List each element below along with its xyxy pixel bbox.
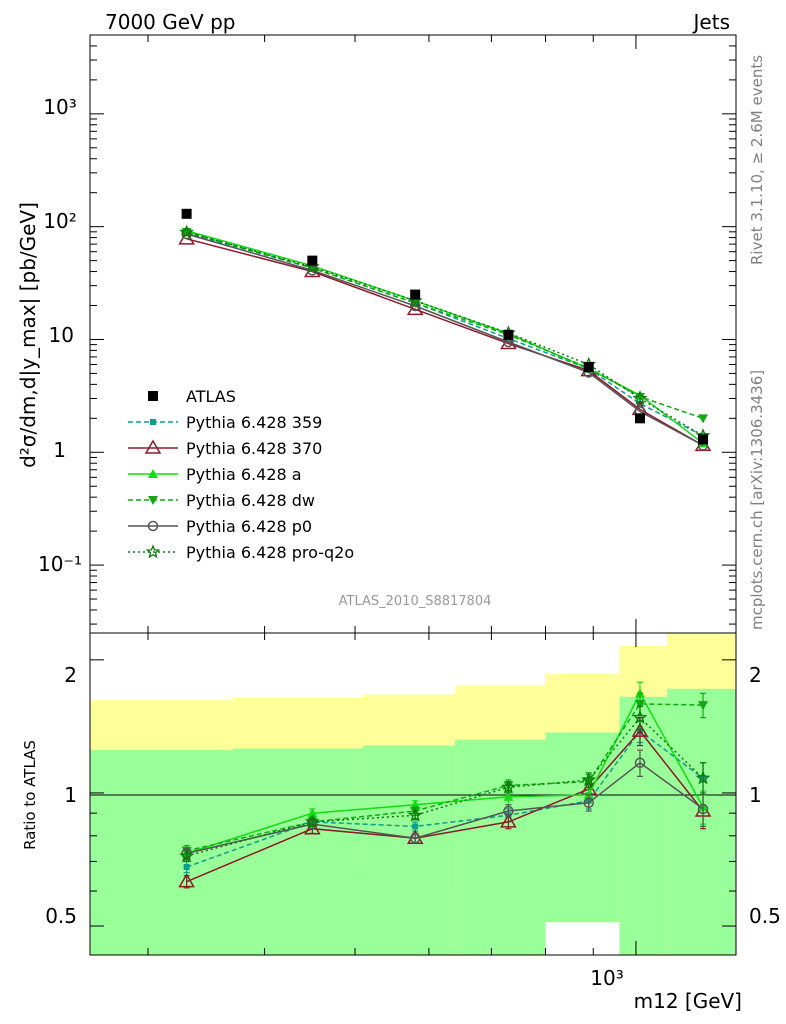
ratio-ytick-label-right: 1 [749, 783, 762, 807]
main-series-line [186, 231, 704, 420]
main-ytick-label: 10³ [43, 95, 76, 119]
mcplots-label: mcplots.cern.ch [arXiv:1306.3436] [748, 370, 766, 630]
atlas-data-point [307, 255, 318, 266]
main-series-line [186, 229, 704, 444]
ratio-series-point [183, 863, 190, 870]
energy-label: 7000 GeV pp [105, 10, 236, 34]
ratio-series-point [412, 823, 419, 830]
ratio-series-point [583, 797, 594, 809]
legend: ATLAS Pythia 6.428 359 Pythia 6.428 370 … [128, 387, 354, 562]
ratio-series-point [634, 699, 645, 709]
main-series-line [186, 233, 704, 447]
ratio-ytick-label-right: 0.5 [749, 904, 781, 928]
legend-label-370: Pythia 6.428 370 [186, 439, 322, 458]
jets-label: Jets [692, 10, 730, 34]
ratio-ytick-label-left: 2 [64, 663, 77, 687]
atlas-data-point [503, 329, 514, 340]
ratio-series [178, 681, 712, 889]
ratio-series-point [503, 791, 514, 801]
main-series-point [632, 390, 648, 405]
legend-label-atlas: ATLAS [186, 387, 236, 406]
ratio-uncertainty-bands [90, 633, 736, 955]
legend-label-a: Pythia 6.428 a [186, 465, 302, 484]
ratio-band-inner [619, 696, 668, 955]
legend-marker [144, 439, 162, 454]
ratio-band-inner [545, 732, 620, 923]
legend-label-359: Pythia 6.428 359 [186, 413, 322, 432]
main-series-point [181, 228, 192, 240]
ratio-series-point [500, 813, 517, 828]
xtick-label: 10³ [590, 966, 623, 990]
legend-marker-atlas [148, 391, 158, 401]
main-series-point [179, 224, 194, 239]
ratio-series-point [634, 757, 646, 769]
ratio-y-ticks [90, 659, 736, 927]
main-series-point [307, 265, 318, 276]
ratio-series-point [409, 832, 421, 844]
ratio-panel-frame [89, 632, 737, 956]
legend-label-p0: Pythia 6.428 p0 [186, 517, 312, 536]
legend-marker [148, 496, 158, 505]
ratio-series-point [503, 805, 514, 817]
main-series-point [409, 300, 421, 312]
atlas-data-point [410, 289, 421, 300]
ratio-band-inner [667, 688, 736, 955]
ratio-series-point [501, 779, 516, 794]
main-ytick-label: 1 [53, 438, 66, 462]
ratio-ytick-label-left: 1 [64, 783, 77, 807]
ratio-ylabel: Ratio to ATLAS [21, 740, 39, 850]
ratio-band-inner [455, 739, 546, 955]
main-series-point [698, 414, 709, 424]
main-series-point [634, 392, 645, 402]
ratio-series-point [304, 814, 320, 829]
atlas-data-point [181, 208, 192, 219]
ratio-series-point [631, 722, 649, 737]
legend-marker [148, 469, 158, 478]
ratio-series-point [695, 770, 711, 785]
legend-marker [150, 419, 156, 425]
ratio-series-point [632, 709, 648, 724]
legend-label-dw: Pythia 6.428 dw [186, 491, 315, 510]
ratio-series-point [407, 807, 423, 822]
main-series-line [186, 232, 704, 437]
main-ytick-label: 10⁻¹ [38, 552, 82, 576]
main-ytick-label: 10² [43, 209, 76, 233]
ratio-series-point [581, 772, 597, 787]
ratio-series-point [179, 848, 194, 863]
ratio-band-inner [90, 750, 233, 955]
rivet-label: Rivet 3.1.10, ≥ 2.6M events [748, 55, 766, 265]
legend-label-q2o: Pythia 6.428 pro-q2o [186, 543, 354, 562]
ratio-ytick-label-right: 2 [749, 663, 762, 687]
ratio-series-point [697, 803, 709, 815]
ratio-series-point [698, 701, 709, 711]
ratio-ytick-label-left: 0.5 [45, 904, 77, 928]
atlas-data-point [583, 362, 594, 373]
main-ytick-label: 10 [49, 323, 74, 347]
xlabel: m12 [GeV] [634, 989, 742, 1013]
ratio-series-point [307, 808, 318, 818]
main-series [178, 208, 712, 452]
x-ticks [147, 35, 637, 955]
ratio-band-inner [232, 748, 364, 955]
ratio-series-point [178, 873, 195, 888]
analysis-id: ATLAS_2010_S8817804 [339, 594, 492, 609]
main-series-line [186, 231, 704, 437]
main-ylabel: d²σ/dm,d|y_max| [pb/GeV] [16, 202, 40, 468]
ratio-band-inner [363, 745, 456, 955]
legend-marker [145, 544, 161, 559]
atlas-data-point [634, 413, 645, 424]
legend-marker [147, 520, 159, 532]
atlas-data-point [698, 434, 709, 445]
main-y-ticks [90, 34, 736, 625]
